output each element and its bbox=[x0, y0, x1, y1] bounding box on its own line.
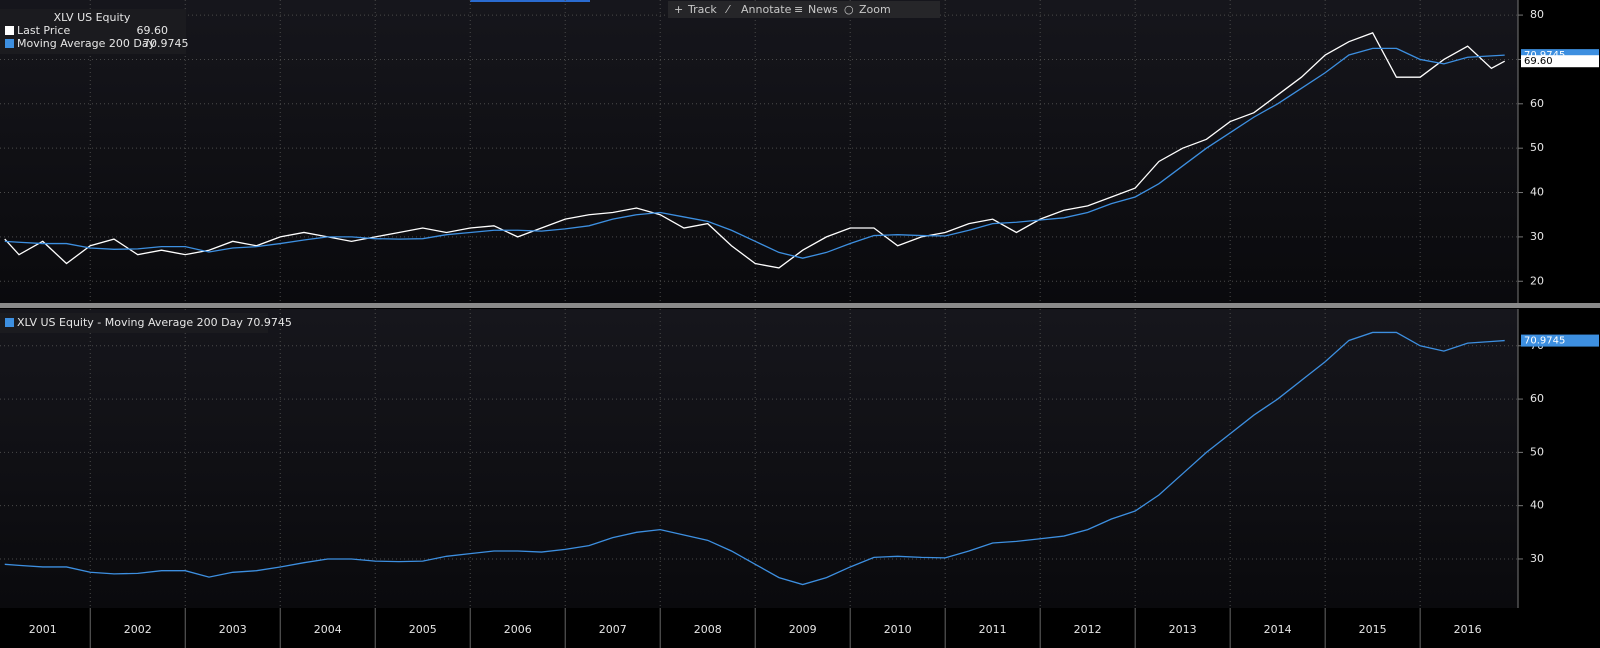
x-tick-label: 2005 bbox=[409, 623, 437, 636]
y-tick-label: 60 bbox=[1530, 97, 1544, 110]
y-tick-label: 80 bbox=[1530, 8, 1544, 21]
news-button[interactable]: ≡ News bbox=[794, 3, 838, 16]
price-tag-label: 70.9745 bbox=[1524, 336, 1565, 347]
price-tag-label: 69.60 bbox=[1524, 56, 1553, 67]
track-button[interactable]: + Track bbox=[674, 3, 717, 16]
x-axis-strip bbox=[0, 608, 1600, 648]
x-tick-label: 2008 bbox=[694, 623, 722, 636]
legend-bg bbox=[0, 9, 186, 54]
x-tick-label: 2016 bbox=[1454, 623, 1482, 636]
y-tick-label: 50 bbox=[1530, 445, 1544, 458]
annotate-icon: ⁄ bbox=[724, 3, 731, 16]
legend-value: 70.9745 bbox=[246, 316, 292, 329]
series-line bbox=[4, 331, 1505, 586]
x-tick-label: 2007 bbox=[599, 623, 627, 636]
y-tick-label: 60 bbox=[1530, 392, 1544, 405]
legend-swatch bbox=[5, 39, 14, 48]
track-icon: + bbox=[674, 3, 683, 16]
y-tick-label: 50 bbox=[1530, 141, 1544, 154]
x-tick-label: 2012 bbox=[1074, 623, 1102, 636]
button-label[interactable]: News bbox=[808, 3, 838, 16]
legend: XLV US Equity - Moving Average 200 Day 7… bbox=[0, 313, 292, 333]
plot-area bbox=[0, 0, 1518, 303]
x-tick-label: 2010 bbox=[884, 623, 912, 636]
legend-bg bbox=[0, 313, 268, 333]
price-tag bbox=[1521, 334, 1599, 347]
x-tick-label: 2009 bbox=[789, 623, 817, 636]
series-line bbox=[4, 47, 1505, 259]
y-tick-label: 20 bbox=[1530, 274, 1544, 287]
x-tick-label: 2013 bbox=[1169, 623, 1197, 636]
x-tick-label: 2006 bbox=[504, 623, 532, 636]
x-tick-label: 2015 bbox=[1359, 623, 1387, 636]
button-label[interactable]: Track bbox=[687, 3, 717, 16]
y-tick-label: 40 bbox=[1530, 499, 1544, 512]
legend-swatch bbox=[5, 318, 14, 327]
x-tick-label: 2003 bbox=[219, 623, 247, 636]
button-label[interactable]: Annotate bbox=[741, 3, 792, 16]
legend-label: Last Price bbox=[17, 24, 70, 37]
tab-indicator bbox=[470, 0, 590, 2]
annotate-button[interactable]: ⁄ Annotate bbox=[724, 3, 792, 16]
toolbar-bg bbox=[668, 1, 940, 18]
series-line bbox=[4, 32, 1506, 269]
x-tick-label: 2011 bbox=[979, 623, 1007, 636]
legend-swatch bbox=[5, 26, 14, 35]
legend-name: XLV US Equity - Moving Average 200 Day bbox=[17, 316, 243, 329]
legend-title: XLV US Equity bbox=[54, 11, 131, 24]
panel-divider bbox=[0, 303, 1600, 308]
legend: XLV US Equity Last Price 69.60 Moving Av… bbox=[0, 9, 189, 54]
y-tick-label: 30 bbox=[1530, 552, 1544, 565]
x-tick-label: 2004 bbox=[314, 623, 342, 636]
legend-label: Moving Average 200 Day bbox=[17, 37, 156, 50]
news-icon: ≡ bbox=[794, 3, 803, 16]
y-tick-label: 30 bbox=[1530, 230, 1544, 243]
zoom-button[interactable]: ○ Zoom bbox=[844, 3, 891, 16]
toolbar: + Track ⁄ Annotate ≡ News ○ Zoom bbox=[668, 1, 940, 18]
x-tick-label: 2002 bbox=[124, 623, 152, 636]
plot-area bbox=[0, 309, 1518, 608]
y-tick-label: 40 bbox=[1530, 186, 1544, 199]
x-tick-label: 2001 bbox=[29, 623, 57, 636]
legend-value: 70.9745 bbox=[143, 37, 189, 50]
legend-value: 69.60 bbox=[137, 24, 169, 37]
legend-label: XLV US Equity - Moving Average 200 Day 7… bbox=[17, 316, 292, 329]
zoom-icon: ○ bbox=[844, 3, 854, 16]
button-label[interactable]: Zoom bbox=[859, 3, 891, 16]
price-tag bbox=[1521, 55, 1599, 68]
x-tick-label: 2014 bbox=[1264, 623, 1292, 636]
